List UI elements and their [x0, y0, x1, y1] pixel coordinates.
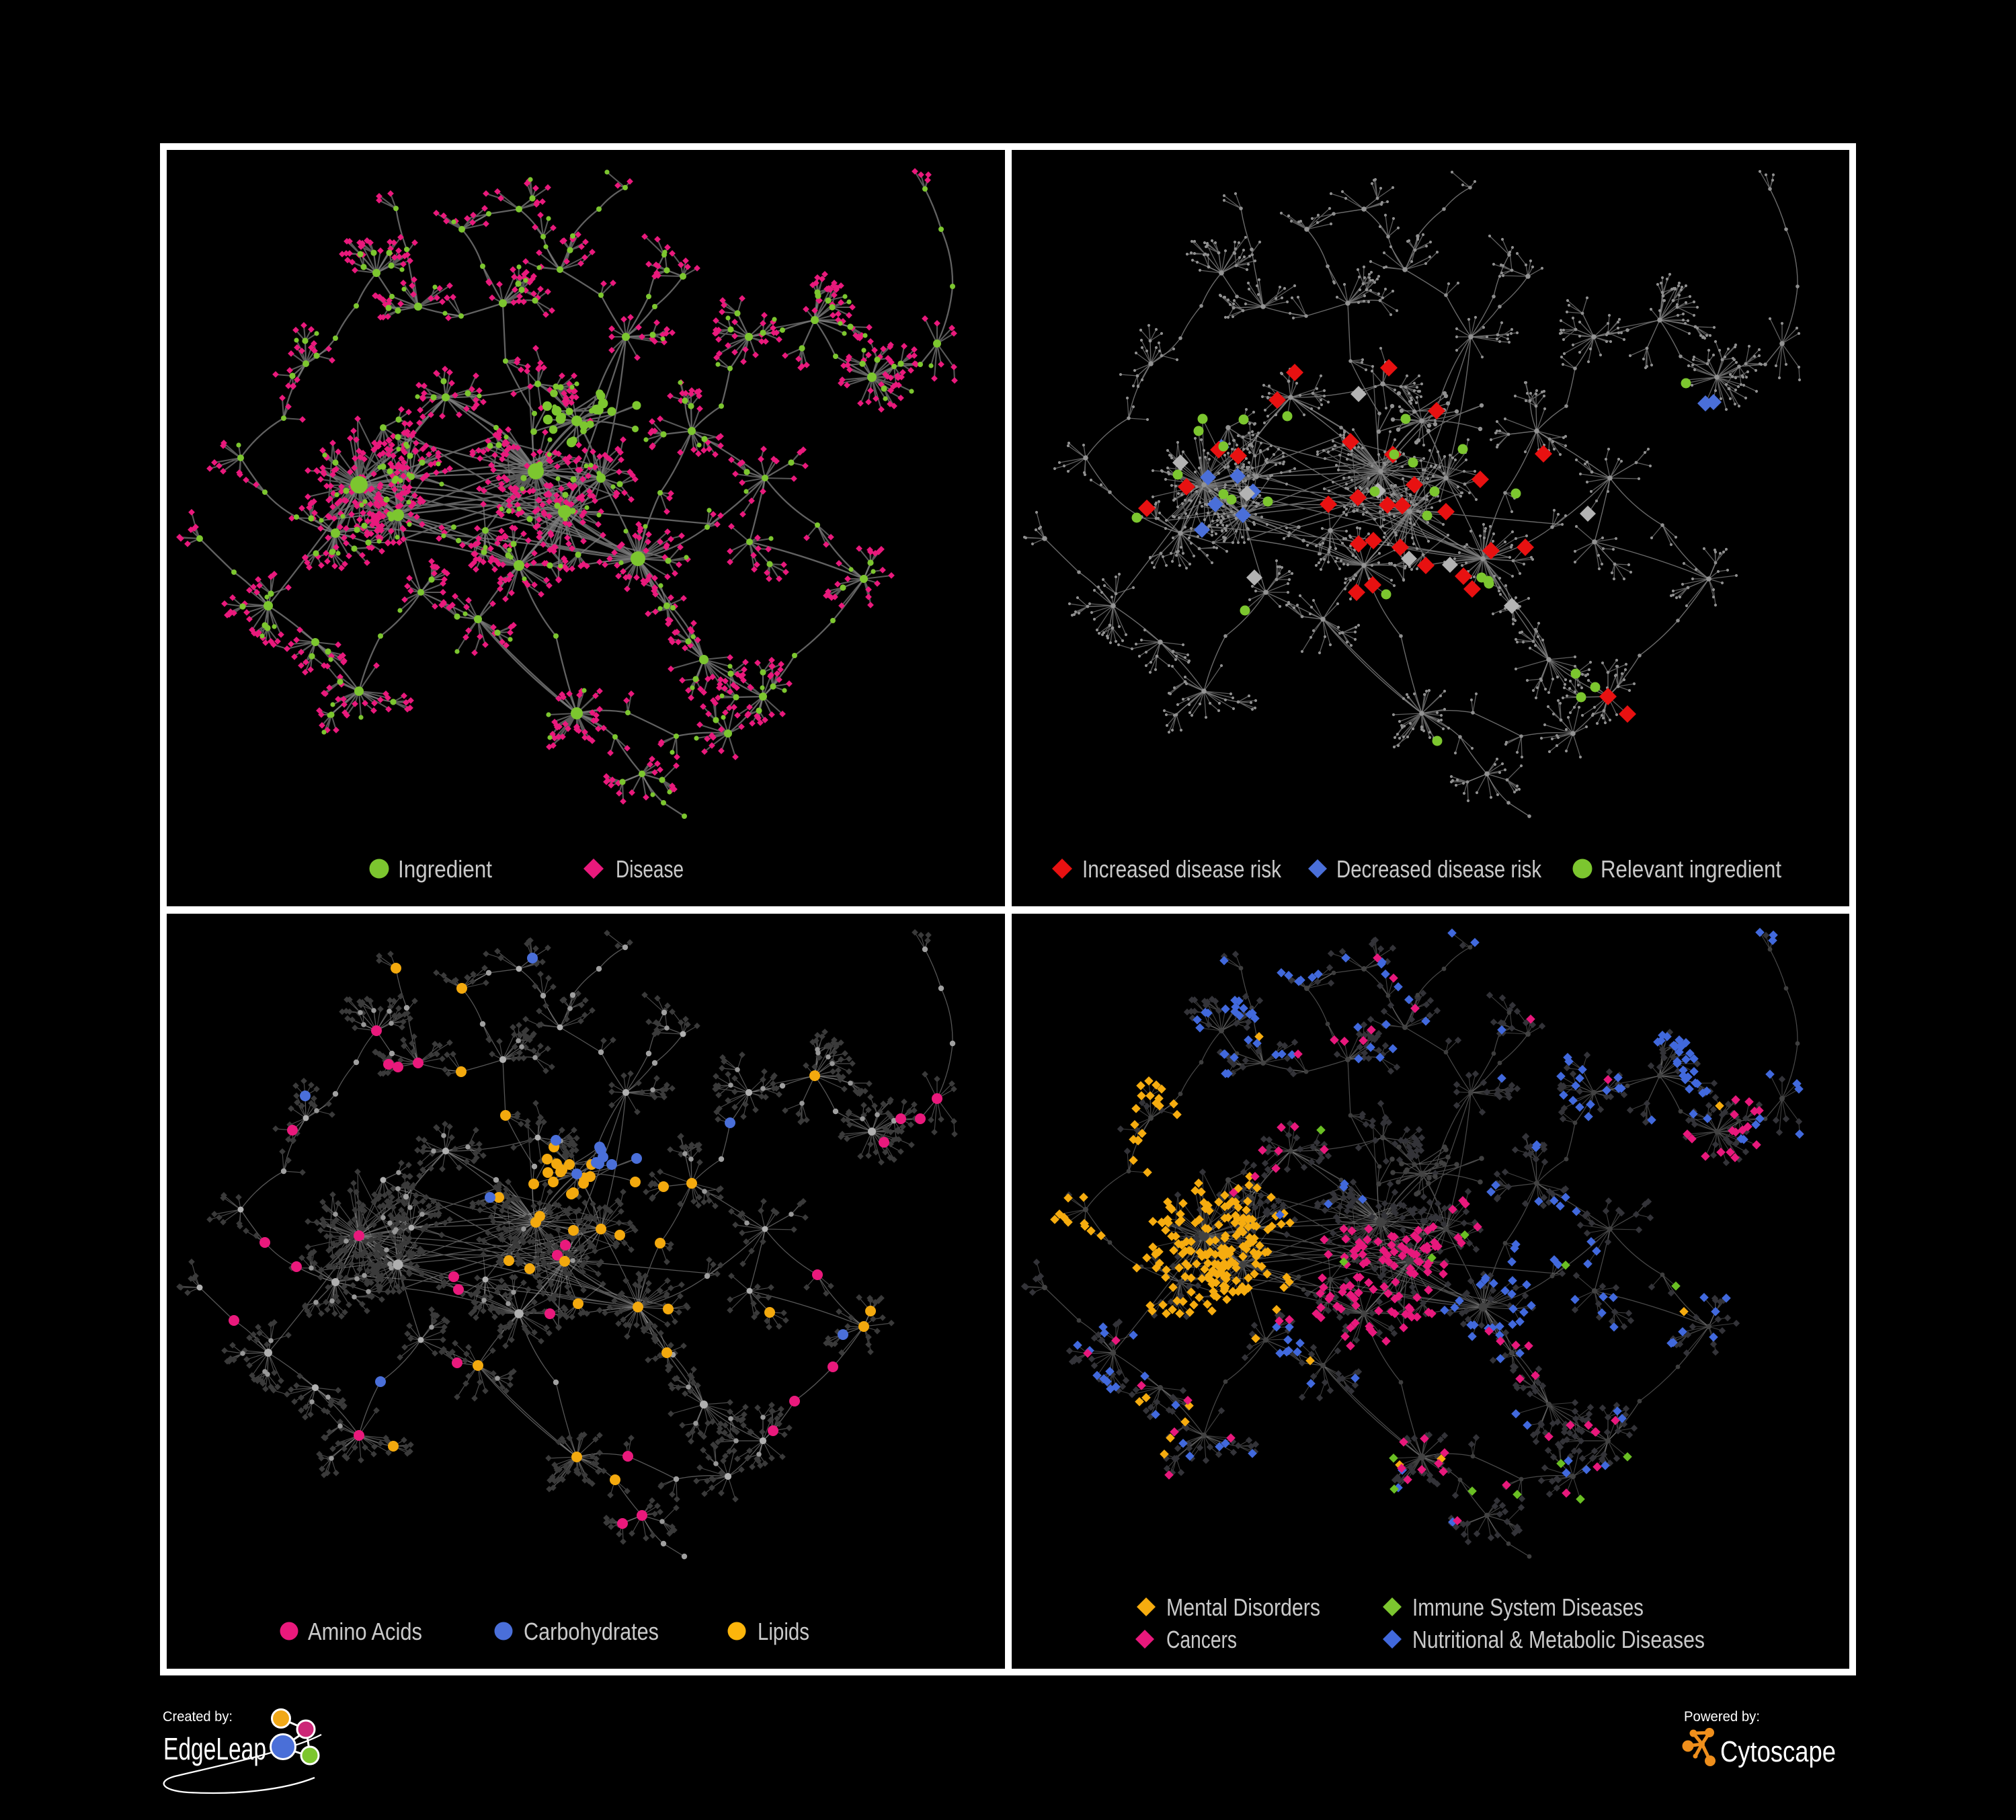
svg-text:Created by:: Created by: — [163, 1709, 233, 1725]
svg-text:Relevant ingredient: Relevant ingredient — [1601, 855, 1781, 883]
svg-text:Ingredient: Ingredient — [398, 855, 492, 883]
svg-text:Cancers: Cancers — [1166, 1626, 1237, 1653]
svg-text:Powered by:: Powered by: — [1684, 1709, 1760, 1725]
svg-text:Increased disease risk: Increased disease risk — [1082, 855, 1282, 883]
svg-text:EdgeLeap: EdgeLeap — [163, 1731, 266, 1766]
svg-text:Immune System Diseases: Immune System Diseases — [1412, 1593, 1644, 1621]
svg-text:Nutritional & Metabolic Diseas: Nutritional & Metabolic Diseases — [1412, 1626, 1705, 1653]
svg-text:Carbohydrates: Carbohydrates — [524, 1618, 659, 1645]
svg-text:Amino Acids: Amino Acids — [308, 1618, 422, 1645]
svg-text:Lipids: Lipids — [758, 1618, 809, 1645]
svg-text:Disease: Disease — [616, 855, 684, 883]
svg-text:Mental Disorders: Mental Disorders — [1166, 1593, 1320, 1621]
svg-text:Decreased disease risk: Decreased disease risk — [1336, 855, 1542, 883]
svg-text:Cytoscape: Cytoscape — [1720, 1735, 1836, 1768]
